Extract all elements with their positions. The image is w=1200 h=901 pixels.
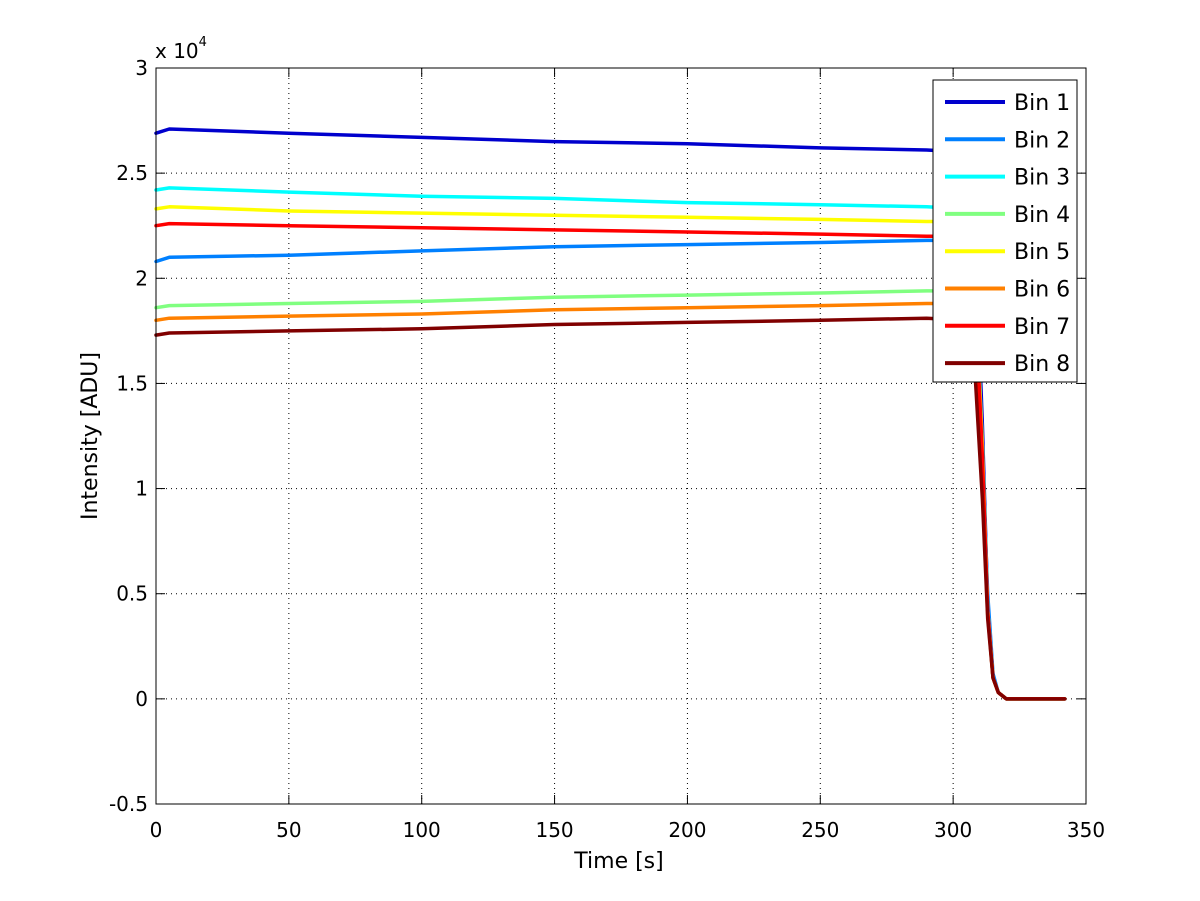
axis-ticks — [155, 67, 1087, 805]
plot-frame — [155, 67, 1087, 805]
legend-label-bin-1: Bin 1 — [1014, 91, 1070, 116]
x-axis-label: Time [s] — [573, 849, 663, 874]
x-tick-label: 100 — [403, 818, 441, 842]
y-tick-label: -0.5 — [109, 792, 148, 816]
x-tick-label: 350 — [1067, 818, 1105, 842]
y-tick-label: 0 — [135, 687, 148, 711]
y-axis-label: Intensity [ADU] — [78, 352, 103, 520]
legend: Bin 1 Bin 2 Bin 3 Bin 4 Bin 5 Bin 6 Bin 7 Bin 8 — [932, 79, 1078, 383]
legend-label-bin-8: Bin 8 — [1014, 352, 1070, 377]
y-tick-label: 1.5 — [116, 371, 148, 395]
tick-labels: 0 50 100 150 200 250 300 350-0.500.511.522.53 — [109, 56, 1105, 842]
plot-area — [156, 68, 1086, 804]
legend-label-bin-2: Bin 2 — [1014, 128, 1070, 153]
legend-label-bin-6: Bin 6 — [1014, 278, 1070, 303]
x-tick-label: 300 — [934, 818, 972, 842]
x-tick-label: 200 — [668, 818, 706, 842]
y-tick-label: 2.5 — [116, 161, 148, 185]
legend-label-bin-5: Bin 5 — [1014, 240, 1070, 265]
legend-box — [932, 79, 1078, 383]
y-tick-label: 3 — [135, 56, 148, 80]
y-tick-label: 1 — [135, 477, 148, 501]
legend-label-bin-4: Bin 4 — [1014, 203, 1070, 228]
x-tick-label: 250 — [801, 818, 839, 842]
x-tick-label: 150 — [535, 818, 573, 842]
y-tick-label: 0.5 — [116, 582, 148, 606]
x-tick-label: 0 — [150, 818, 163, 842]
grid-lines — [156, 68, 1086, 804]
legend-label-bin-3: Bin 3 — [1014, 166, 1070, 191]
legend-label-bin-7: Bin 7 — [1014, 315, 1070, 340]
y-tick-label: 2 — [135, 266, 148, 290]
x-tick-label: 50 — [276, 818, 301, 842]
y-exponent: x 104 — [155, 35, 207, 63]
